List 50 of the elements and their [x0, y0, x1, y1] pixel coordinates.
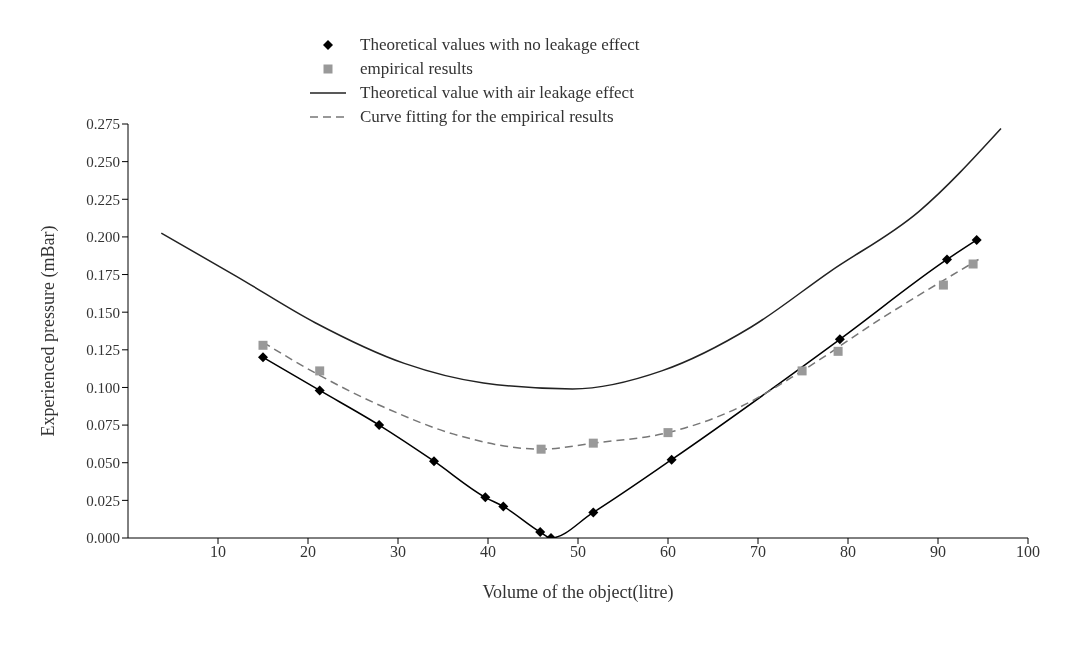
- point: [374, 420, 385, 431]
- point: [942, 254, 952, 265]
- legend-label: Theoretical values with no leakage effect: [360, 35, 640, 55]
- point: [588, 507, 599, 518]
- point: [666, 454, 677, 465]
- x-tick-label: 50: [570, 543, 586, 561]
- line-series: [160, 127, 1002, 390]
- point: [258, 340, 268, 350]
- y-tick-label: 0.100: [86, 379, 120, 396]
- point: [536, 444, 546, 454]
- y-tick-label: 0.000: [86, 530, 120, 547]
- point: [258, 352, 268, 363]
- legend-label: Curve fitting for the empirical results: [360, 107, 614, 127]
- point: [498, 501, 509, 512]
- point: [938, 280, 948, 290]
- point: [968, 259, 978, 269]
- x-tick-label: 100: [1016, 543, 1040, 561]
- legend-label: Theoretical value with air leakage effect: [360, 83, 634, 103]
- y-tick-label: 0.200: [86, 229, 120, 246]
- y-tick-label: 0.050: [86, 455, 120, 472]
- point: [971, 234, 982, 245]
- point: [314, 385, 325, 396]
- y-tick-label: 0.150: [86, 304, 120, 321]
- y-tick-label: 0.250: [86, 153, 120, 170]
- y-tick-label: 0.175: [86, 266, 120, 283]
- x-tick-label: 30: [390, 543, 406, 561]
- y-axis-title: Experienced pressure (mBar): [38, 225, 60, 437]
- point: [588, 438, 598, 448]
- legend-label: empirical results: [360, 59, 473, 79]
- x-tick-label: 70: [750, 543, 766, 561]
- point: [833, 346, 843, 356]
- point: [535, 526, 546, 537]
- x-tick-label: 10: [210, 543, 226, 561]
- x-tick-label: 90: [930, 543, 946, 561]
- point: [429, 456, 439, 467]
- y-tick-label: 0.075: [86, 417, 120, 434]
- y-tick-label: 0.275: [86, 116, 120, 133]
- point: [480, 492, 491, 503]
- y-tick-label: 0.125: [86, 342, 120, 359]
- point: [797, 366, 807, 376]
- x-tick-label: 20: [300, 543, 316, 561]
- y-tick-label: 0.225: [86, 191, 120, 208]
- point: [834, 334, 845, 345]
- point: [663, 428, 673, 438]
- y-tick-label: 0.025: [86, 492, 120, 509]
- point: [315, 366, 325, 376]
- x-tick-label: 60: [660, 543, 676, 561]
- x-tick-label: 80: [840, 543, 856, 561]
- x-axis-title: Volume of the object(litre): [482, 582, 674, 603]
- x-tick-label: 40: [480, 543, 496, 561]
